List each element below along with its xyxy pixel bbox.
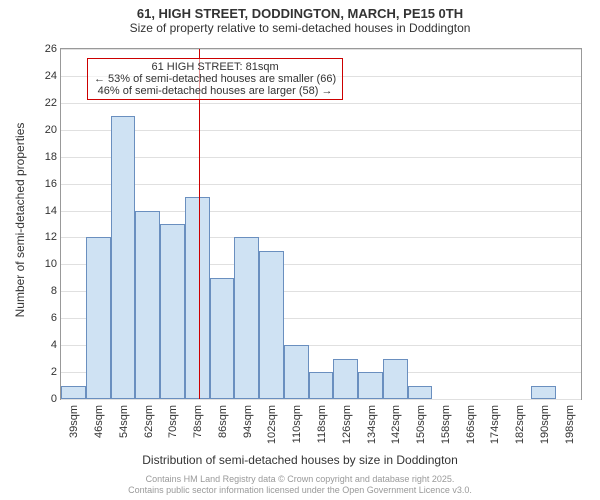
y-tick-label: 14 <box>45 205 61 217</box>
x-tick-label: 158sqm <box>440 405 452 444</box>
histogram-bar <box>135 211 160 399</box>
histogram-bar <box>160 224 185 399</box>
x-tick-label: 102sqm <box>267 405 279 444</box>
y-tick-label: 10 <box>45 258 61 270</box>
chart-title: 61, HIGH STREET, DODDINGTON, MARCH, PE15… <box>0 0 600 21</box>
histogram-bar <box>309 372 334 399</box>
gridline <box>61 157 581 158</box>
chart-subtitle: Size of property relative to semi-detach… <box>0 21 600 41</box>
y-tick-label: 16 <box>45 178 61 190</box>
x-tick-label: 182sqm <box>514 405 526 444</box>
histogram-bar <box>259 251 284 399</box>
y-axis-label: Number of semi-detached properties <box>13 45 27 395</box>
gridline <box>61 399 581 400</box>
x-tick-label: 110sqm <box>291 405 303 443</box>
y-tick-label: 24 <box>45 70 61 82</box>
y-tick-label: 18 <box>45 151 61 163</box>
y-tick-label: 6 <box>51 312 61 324</box>
y-tick-label: 2 <box>51 366 61 378</box>
x-tick-label: 198sqm <box>564 405 576 444</box>
callout-line: 46% of semi-detached houses are larger (… <box>94 85 336 97</box>
gridline <box>61 184 581 185</box>
y-tick-label: 4 <box>51 339 61 351</box>
x-tick-label: 54sqm <box>118 405 130 438</box>
x-tick-label: 166sqm <box>465 405 477 444</box>
footnote-line: Contains public sector information licen… <box>0 485 600 496</box>
x-tick-label: 118sqm <box>316 405 328 443</box>
marker-line <box>199 49 200 399</box>
y-tick-label: 0 <box>51 393 61 405</box>
gridline <box>61 49 581 50</box>
plot-area: 0246810121416182022242639sqm46sqm54sqm62… <box>60 48 582 400</box>
x-tick-label: 134sqm <box>366 405 378 444</box>
y-tick-label: 8 <box>51 285 61 297</box>
y-tick-label: 22 <box>45 97 61 109</box>
x-axis-label: Distribution of semi-detached houses by … <box>0 453 600 467</box>
x-tick-label: 46sqm <box>93 405 105 438</box>
x-tick-label: 174sqm <box>490 405 502 444</box>
histogram-bar <box>210 278 235 399</box>
histogram-bar <box>284 345 309 399</box>
x-tick-label: 190sqm <box>539 405 551 444</box>
histogram-bar <box>358 372 383 399</box>
histogram-bar <box>185 197 210 399</box>
x-tick-label: 142sqm <box>390 405 402 444</box>
gridline <box>61 103 581 104</box>
histogram-bar <box>61 386 86 399</box>
footnote-line: Contains HM Land Registry data © Crown c… <box>0 474 600 485</box>
y-tick-label: 12 <box>45 231 61 243</box>
x-tick-label: 62sqm <box>143 405 155 438</box>
x-tick-label: 86sqm <box>217 405 229 438</box>
histogram-bar <box>531 386 556 399</box>
callout-line: ← 53% of semi-detached houses are smalle… <box>94 73 336 85</box>
marker-callout: 61 HIGH STREET: 81sqm← 53% of semi-detac… <box>87 58 343 100</box>
histogram-bar <box>383 359 408 399</box>
histogram-bar <box>111 116 136 399</box>
x-tick-label: 39sqm <box>69 405 81 438</box>
x-tick-label: 78sqm <box>192 405 204 438</box>
x-tick-label: 150sqm <box>415 405 427 444</box>
histogram-bar <box>333 359 358 399</box>
gridline <box>61 130 581 131</box>
y-tick-label: 20 <box>45 124 61 136</box>
callout-line: 61 HIGH STREET: 81sqm <box>94 61 336 73</box>
x-tick-label: 126sqm <box>341 405 353 444</box>
histogram-bar <box>86 237 111 399</box>
histogram-bar <box>408 386 433 399</box>
x-tick-label: 94sqm <box>242 405 254 438</box>
footnote: Contains HM Land Registry data © Crown c… <box>0 474 600 497</box>
x-tick-label: 70sqm <box>168 405 180 438</box>
y-tick-label: 26 <box>45 43 61 55</box>
histogram-bar <box>234 237 259 399</box>
property-size-chart: 61, HIGH STREET, DODDINGTON, MARCH, PE15… <box>0 0 600 500</box>
